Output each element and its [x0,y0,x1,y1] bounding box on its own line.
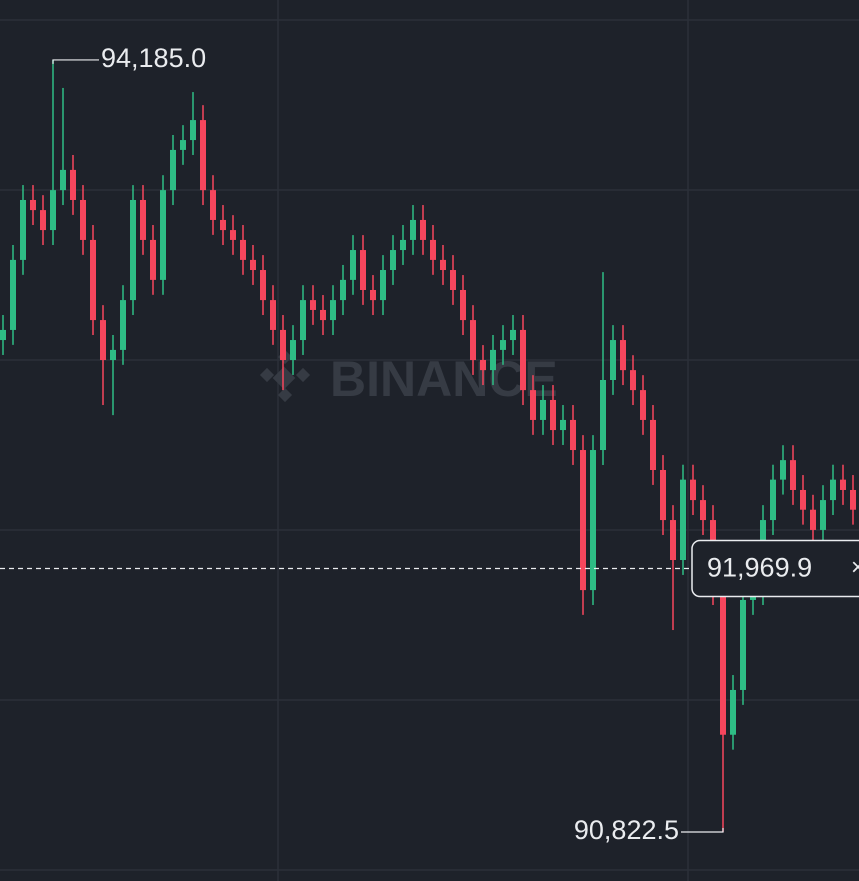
candle-body [620,340,626,371]
candle-body [350,250,356,280]
candle-body [410,219,416,240]
low-marker [681,827,724,833]
candle-body [820,500,826,530]
candle-body [70,169,76,200]
candle-body [520,329,526,391]
candle-body [110,349,116,361]
candle-body [500,340,506,350]
candle-body [150,239,156,280]
candle-body [470,320,476,361]
candle-body [400,239,406,251]
candle-body [310,300,316,310]
candle-body [670,520,676,561]
candle-body [380,270,386,301]
candle-body [330,300,336,321]
candle-body [40,210,46,231]
price-tag-close[interactable]: × [851,554,859,581]
candle-body [30,199,36,211]
candle-body [590,450,596,591]
candle-body [340,279,346,301]
candle-body [60,169,66,191]
candle-body [100,320,106,361]
candle-body [800,489,806,510]
candle-body [440,259,446,271]
candle-body [210,190,216,220]
candles [0,59,856,832]
candle-body [770,479,776,521]
candle-body [510,329,516,341]
candle-body [600,379,606,451]
candle-body [240,239,246,260]
low-label: 90,822.5 [574,815,679,845]
candle-body [680,479,686,561]
candle-body [0,329,6,341]
candle-body [200,120,206,191]
candle-body [420,219,426,240]
candle-body [170,149,176,191]
candle-body [580,450,586,591]
candle-body [10,259,16,330]
candle-body [450,270,456,290]
candle-body [220,219,226,231]
candle-body [320,309,326,321]
candle-body [430,239,436,260]
candle-body [570,419,576,451]
candle-body [230,230,236,240]
candle-body [250,259,256,271]
candle-body [480,360,486,371]
candle-body [160,190,166,280]
candle-body [370,289,376,301]
candle-body [540,399,546,420]
candle-body [300,300,306,341]
price-tag [691,539,859,598]
overlay: 94,185.0 90,822.5 91,969.9 × [0,43,859,845]
candle-body [560,419,566,431]
candle-body [730,689,736,735]
candle-body [780,460,786,480]
candle-body [140,199,146,240]
candle-body [690,479,696,501]
candle-body [130,199,136,301]
candle-body [830,479,836,501]
candle-body [720,590,726,735]
high-marker [52,59,99,64]
candle-body [80,199,86,240]
candle-body [740,599,746,690]
candle-body [290,340,296,361]
candle-body [610,340,616,380]
candle-body [360,250,366,290]
high-label: 94,185.0 [101,43,206,73]
candle-body [550,399,556,431]
candle-body [640,390,646,420]
candle-body [190,120,196,141]
candle-body [120,300,126,350]
candle-body [650,419,656,471]
candle-body [660,470,666,521]
candle-body [280,329,286,361]
candle-body [810,509,816,530]
candle-body [20,199,26,260]
candle-body [530,390,536,420]
watermark: BINANCE [330,351,558,407]
candle-body [390,250,396,271]
candle-body [180,140,186,150]
candle-body [630,370,636,391]
candle-body [490,349,496,371]
candle-body [700,500,706,521]
candle-body [90,239,96,321]
candle-body [790,460,796,490]
candle-body [260,270,266,301]
price-tag-label: 91,969.9 [707,553,812,583]
candle-body [840,479,846,490]
candle-body [270,300,276,330]
candle-body [460,289,466,321]
candle-body [50,190,56,231]
candle-body [850,489,856,510]
